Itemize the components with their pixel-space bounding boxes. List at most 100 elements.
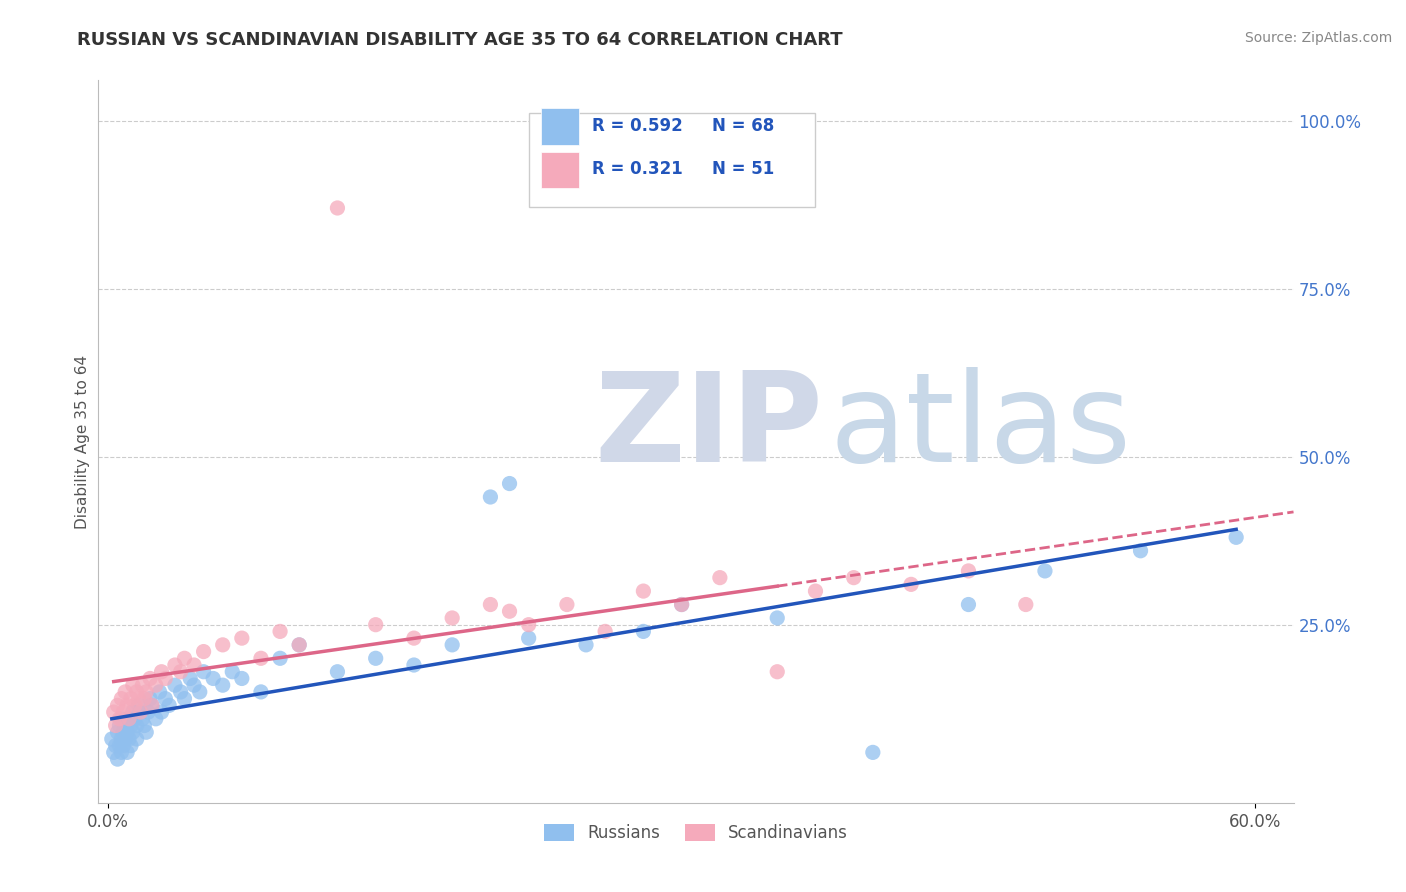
Point	[121, 705, 143, 719]
Point	[1033, 564, 1056, 578]
Point	[173, 651, 195, 665]
Point	[107, 698, 129, 713]
Point	[183, 658, 205, 673]
Point	[593, 624, 616, 639]
Point	[121, 678, 143, 692]
Point	[112, 705, 135, 719]
Point	[128, 698, 150, 713]
Point	[183, 678, 205, 692]
Point	[441, 611, 464, 625]
Point	[900, 577, 922, 591]
Point	[131, 678, 153, 692]
Legend: Russians, Scandinavians: Russians, Scandinavians	[537, 817, 855, 848]
Point	[114, 731, 136, 746]
Point	[842, 571, 865, 585]
Point	[1015, 598, 1038, 612]
Point	[108, 718, 131, 732]
Point	[120, 691, 142, 706]
Point	[110, 691, 132, 706]
Point	[326, 201, 349, 215]
Point	[231, 631, 253, 645]
Point	[141, 698, 163, 713]
Point	[479, 598, 502, 612]
Point	[112, 725, 135, 739]
Y-axis label: Disability Age 35 to 64: Disability Age 35 to 64	[75, 354, 90, 529]
Point	[104, 718, 127, 732]
Point	[441, 638, 464, 652]
Point	[169, 685, 191, 699]
Point	[118, 712, 141, 726]
Point	[114, 685, 136, 699]
Point	[150, 705, 173, 719]
Point	[1225, 530, 1247, 544]
Point	[804, 584, 827, 599]
Point	[110, 745, 132, 759]
Point	[104, 739, 127, 753]
Point	[517, 631, 540, 645]
Point	[120, 739, 142, 753]
Point	[288, 638, 311, 652]
Point	[141, 698, 163, 713]
Point	[709, 571, 731, 585]
Point	[498, 476, 520, 491]
Point	[125, 685, 148, 699]
Point	[139, 691, 162, 706]
Point	[136, 705, 159, 719]
Point	[202, 672, 225, 686]
Point	[115, 698, 138, 713]
Point	[402, 631, 425, 645]
Point	[188, 685, 211, 699]
Point	[269, 624, 291, 639]
Point	[134, 691, 156, 706]
Point	[163, 678, 186, 692]
FancyBboxPatch shape	[541, 109, 579, 145]
Point	[135, 685, 157, 699]
Point	[288, 638, 311, 652]
Point	[231, 672, 253, 686]
Point	[129, 705, 152, 719]
Point	[862, 745, 884, 759]
Point	[517, 617, 540, 632]
Text: ZIP: ZIP	[595, 367, 823, 488]
Point	[139, 672, 162, 686]
Point	[145, 678, 167, 692]
Point	[1129, 543, 1152, 558]
Point	[173, 691, 195, 706]
Point	[125, 718, 148, 732]
Point	[101, 731, 124, 746]
Point	[129, 705, 152, 719]
Point	[149, 685, 172, 699]
Point	[326, 665, 349, 679]
FancyBboxPatch shape	[541, 152, 579, 188]
Point	[115, 745, 138, 759]
Point	[124, 698, 146, 713]
Point	[125, 731, 148, 746]
Point	[124, 712, 146, 726]
Point	[131, 712, 153, 726]
Point	[118, 712, 141, 726]
Point	[671, 598, 693, 612]
Point	[103, 705, 125, 719]
Point	[155, 672, 177, 686]
Point	[957, 564, 980, 578]
Point	[135, 725, 157, 739]
Point	[134, 718, 156, 732]
Point	[211, 638, 233, 652]
Text: N = 51: N = 51	[711, 161, 773, 178]
Point	[107, 725, 129, 739]
Point	[157, 698, 180, 713]
Point	[169, 665, 191, 679]
Text: RUSSIAN VS SCANDINAVIAN DISABILITY AGE 35 TO 64 CORRELATION CHART: RUSSIAN VS SCANDINAVIAN DISABILITY AGE 3…	[77, 31, 844, 49]
Point	[364, 617, 387, 632]
Point	[145, 712, 167, 726]
Point	[121, 725, 143, 739]
Text: R = 0.592: R = 0.592	[592, 117, 683, 135]
Point	[110, 712, 132, 726]
Point	[402, 658, 425, 673]
Point	[118, 731, 141, 746]
Point	[555, 598, 578, 612]
Point	[179, 672, 201, 686]
Point	[221, 665, 243, 679]
Point	[479, 490, 502, 504]
Point	[633, 624, 655, 639]
